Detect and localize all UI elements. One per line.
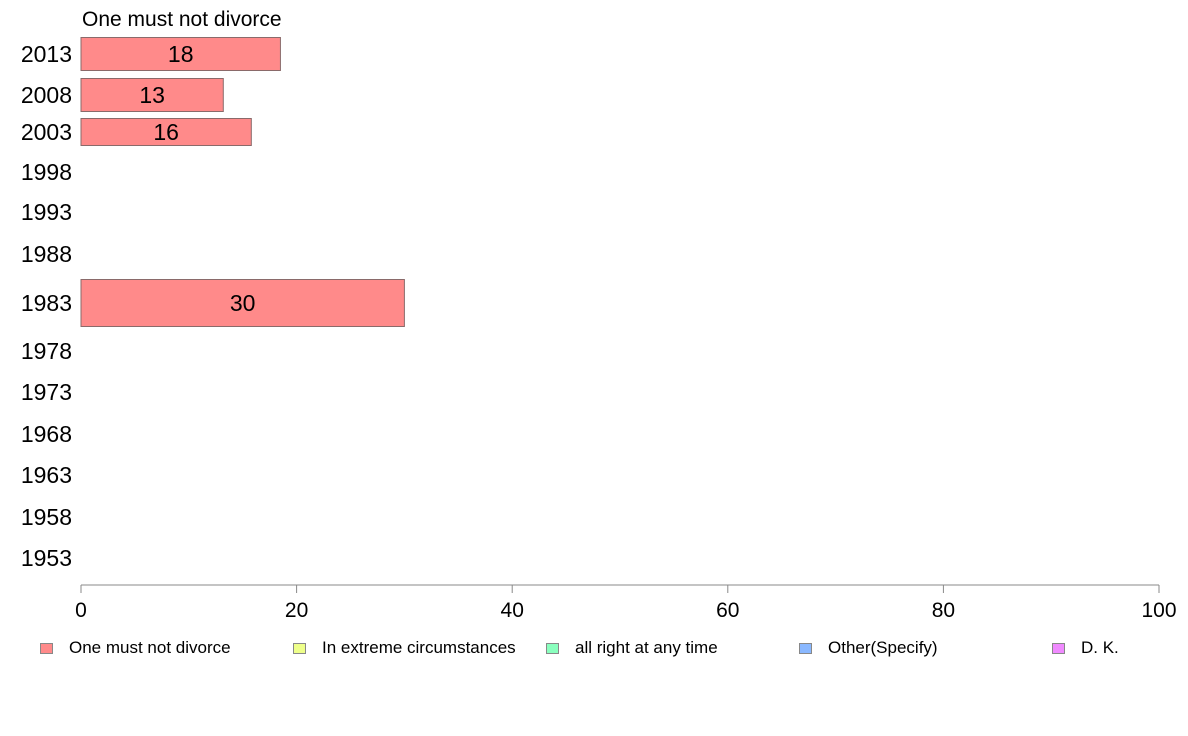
legend-label: all right at any time [575,638,718,657]
x-tick-label-60: 60 [716,599,739,622]
bar-1983 [80,279,405,327]
y-tick-label-2013: 2013 [21,41,72,67]
legend-label: Other(Specify) [828,638,938,657]
legend-label: D. K. [1081,638,1119,657]
y-tick-label-1973: 1973 [21,379,72,405]
y-tick-label-1953: 1953 [21,545,72,571]
y-tick-label-1958: 1958 [21,504,72,530]
x-tick-label-0: 0 [75,599,87,622]
x-axis: 0 20 40 60 80 100 [75,584,1177,622]
legend-swatch [546,642,559,654]
x-tick-label-40: 40 [501,599,524,622]
bar-2008 [80,78,224,112]
chart-title: One must not divorce [82,8,282,31]
y-tick-label-1963: 1963 [21,462,72,488]
y-tick-label-1988: 1988 [21,241,72,267]
data-label-2003: 16 [153,119,179,145]
legend-item-other-specify: Other(Specify) [799,638,938,658]
y-tick-label-1978: 1978 [21,338,72,364]
legend-item-dk: D. K. [1052,638,1119,658]
legend: One must not divorce In extreme circumst… [0,638,1188,662]
legend-label: In extreme circumstances [322,638,516,657]
legend-swatch [293,642,306,654]
y-tick-label-2008: 2008 [21,82,72,108]
x-tick-label-20: 20 [285,599,308,622]
legend-swatch [799,642,812,654]
data-label-1983: 30 [230,290,256,316]
y-tick-label-1983: 1983 [21,290,72,316]
legend-swatch [1052,642,1065,654]
y-tick-label-1968: 1968 [21,421,72,447]
bar-2013 [80,37,281,71]
y-axis-labels: 2013 2008 2003 1998 1993 1988 1983 1978 1973 1968… [21,41,72,571]
y-tick-label-1998: 1998 [21,159,72,185]
legend-item-in-extreme-circumstances: In extreme circumstances [293,638,516,658]
legend-label: One must not divorce [69,638,231,657]
legend-item-all-right-at-any-time: all right at any time [546,638,718,658]
data-label-2013: 18 [168,41,194,67]
x-tick-label-100: 100 [1141,599,1176,622]
legend-item-one-must-not-divorce: One must not divorce [40,638,231,658]
data-label-2008: 13 [139,82,165,108]
bar-2003 [80,118,252,146]
y-tick-label-1993: 1993 [21,199,72,225]
legend-swatch [40,642,53,654]
x-tick-label-80: 80 [932,599,955,622]
y-tick-label-2003: 2003 [21,119,72,145]
